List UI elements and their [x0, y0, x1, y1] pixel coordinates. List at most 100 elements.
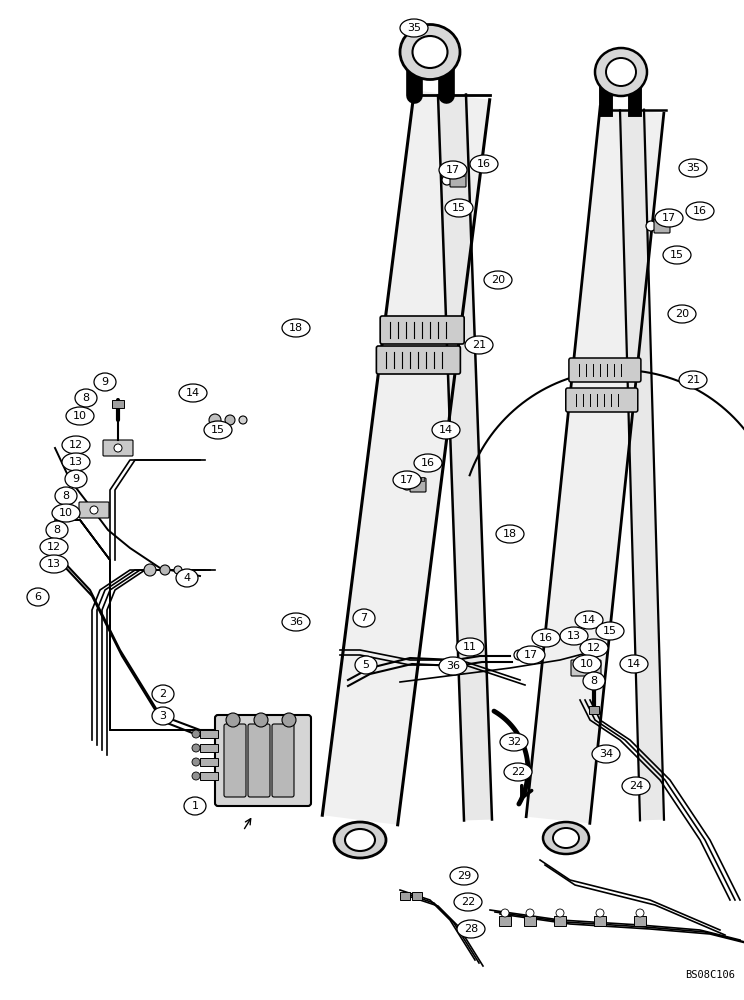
Ellipse shape — [66, 407, 94, 425]
Ellipse shape — [393, 471, 421, 489]
Ellipse shape — [445, 199, 473, 217]
FancyBboxPatch shape — [571, 660, 601, 676]
Bar — [112, 400, 124, 408]
Text: 8: 8 — [83, 393, 89, 403]
FancyBboxPatch shape — [565, 388, 638, 412]
Ellipse shape — [606, 58, 636, 86]
Text: 29: 29 — [457, 871, 471, 881]
Ellipse shape — [204, 421, 232, 439]
Text: 22: 22 — [461, 897, 475, 907]
Text: 12: 12 — [47, 542, 61, 552]
Text: 34: 34 — [599, 749, 613, 759]
Text: 16: 16 — [693, 206, 707, 216]
Text: 21: 21 — [472, 340, 486, 350]
Ellipse shape — [334, 822, 386, 858]
Ellipse shape — [573, 655, 601, 673]
Circle shape — [239, 416, 247, 424]
Bar — [524, 916, 536, 926]
Circle shape — [254, 713, 268, 727]
FancyBboxPatch shape — [654, 219, 670, 233]
Ellipse shape — [456, 638, 484, 656]
Circle shape — [174, 566, 182, 574]
Text: 12: 12 — [587, 643, 601, 653]
Polygon shape — [322, 90, 490, 825]
FancyBboxPatch shape — [522, 648, 538, 662]
Text: 14: 14 — [186, 388, 200, 398]
Ellipse shape — [679, 159, 707, 177]
FancyBboxPatch shape — [410, 478, 426, 492]
FancyBboxPatch shape — [380, 316, 464, 344]
Circle shape — [90, 506, 98, 514]
Ellipse shape — [465, 336, 493, 354]
Ellipse shape — [353, 609, 375, 627]
Circle shape — [209, 414, 221, 426]
Circle shape — [192, 758, 200, 766]
Ellipse shape — [679, 371, 707, 389]
Ellipse shape — [450, 867, 478, 885]
Ellipse shape — [414, 454, 442, 472]
Text: 16: 16 — [477, 159, 491, 169]
Circle shape — [144, 564, 156, 576]
Ellipse shape — [470, 155, 498, 173]
Ellipse shape — [184, 797, 206, 815]
Ellipse shape — [179, 384, 207, 402]
Bar — [665, 218, 668, 222]
Text: 13: 13 — [567, 631, 581, 641]
Polygon shape — [438, 94, 492, 821]
Ellipse shape — [40, 538, 68, 556]
Ellipse shape — [517, 646, 545, 664]
Bar — [533, 647, 536, 651]
Text: 3: 3 — [159, 711, 167, 721]
Text: 13: 13 — [69, 457, 83, 467]
Bar — [661, 218, 664, 222]
Ellipse shape — [94, 373, 116, 391]
Circle shape — [160, 565, 170, 575]
Bar — [529, 647, 532, 651]
Text: 15: 15 — [670, 250, 684, 260]
Text: 4: 4 — [184, 573, 190, 583]
Text: 12: 12 — [69, 440, 83, 450]
Circle shape — [282, 713, 296, 727]
Ellipse shape — [575, 611, 603, 629]
FancyBboxPatch shape — [248, 724, 270, 797]
Polygon shape — [620, 110, 664, 820]
Ellipse shape — [40, 555, 68, 573]
Bar — [421, 477, 424, 481]
Bar — [453, 172, 456, 176]
Text: 20: 20 — [491, 275, 505, 285]
Ellipse shape — [457, 920, 485, 938]
Bar — [461, 172, 464, 176]
Text: 35: 35 — [686, 163, 700, 173]
Ellipse shape — [400, 24, 460, 80]
Bar — [657, 218, 660, 222]
Ellipse shape — [454, 893, 482, 911]
Ellipse shape — [543, 822, 589, 854]
Circle shape — [636, 909, 644, 917]
Text: 16: 16 — [421, 458, 435, 468]
Text: 14: 14 — [582, 615, 596, 625]
Ellipse shape — [560, 627, 588, 645]
Bar — [200, 772, 218, 780]
Ellipse shape — [432, 421, 460, 439]
Text: 15: 15 — [211, 425, 225, 435]
Bar — [634, 916, 646, 926]
FancyBboxPatch shape — [79, 502, 109, 518]
FancyBboxPatch shape — [569, 358, 641, 382]
Circle shape — [225, 415, 235, 425]
Circle shape — [192, 772, 200, 780]
Polygon shape — [526, 107, 664, 823]
Ellipse shape — [439, 657, 467, 675]
Text: 15: 15 — [603, 626, 617, 636]
Bar — [457, 172, 460, 176]
FancyBboxPatch shape — [103, 440, 133, 456]
Text: 9: 9 — [101, 377, 109, 387]
Ellipse shape — [65, 470, 87, 488]
Text: 14: 14 — [439, 425, 453, 435]
Circle shape — [501, 909, 509, 917]
Bar — [554, 916, 566, 926]
Ellipse shape — [592, 745, 620, 763]
Text: BS08C106: BS08C106 — [685, 970, 735, 980]
Ellipse shape — [620, 655, 648, 673]
Text: 18: 18 — [503, 529, 517, 539]
FancyBboxPatch shape — [376, 346, 461, 374]
